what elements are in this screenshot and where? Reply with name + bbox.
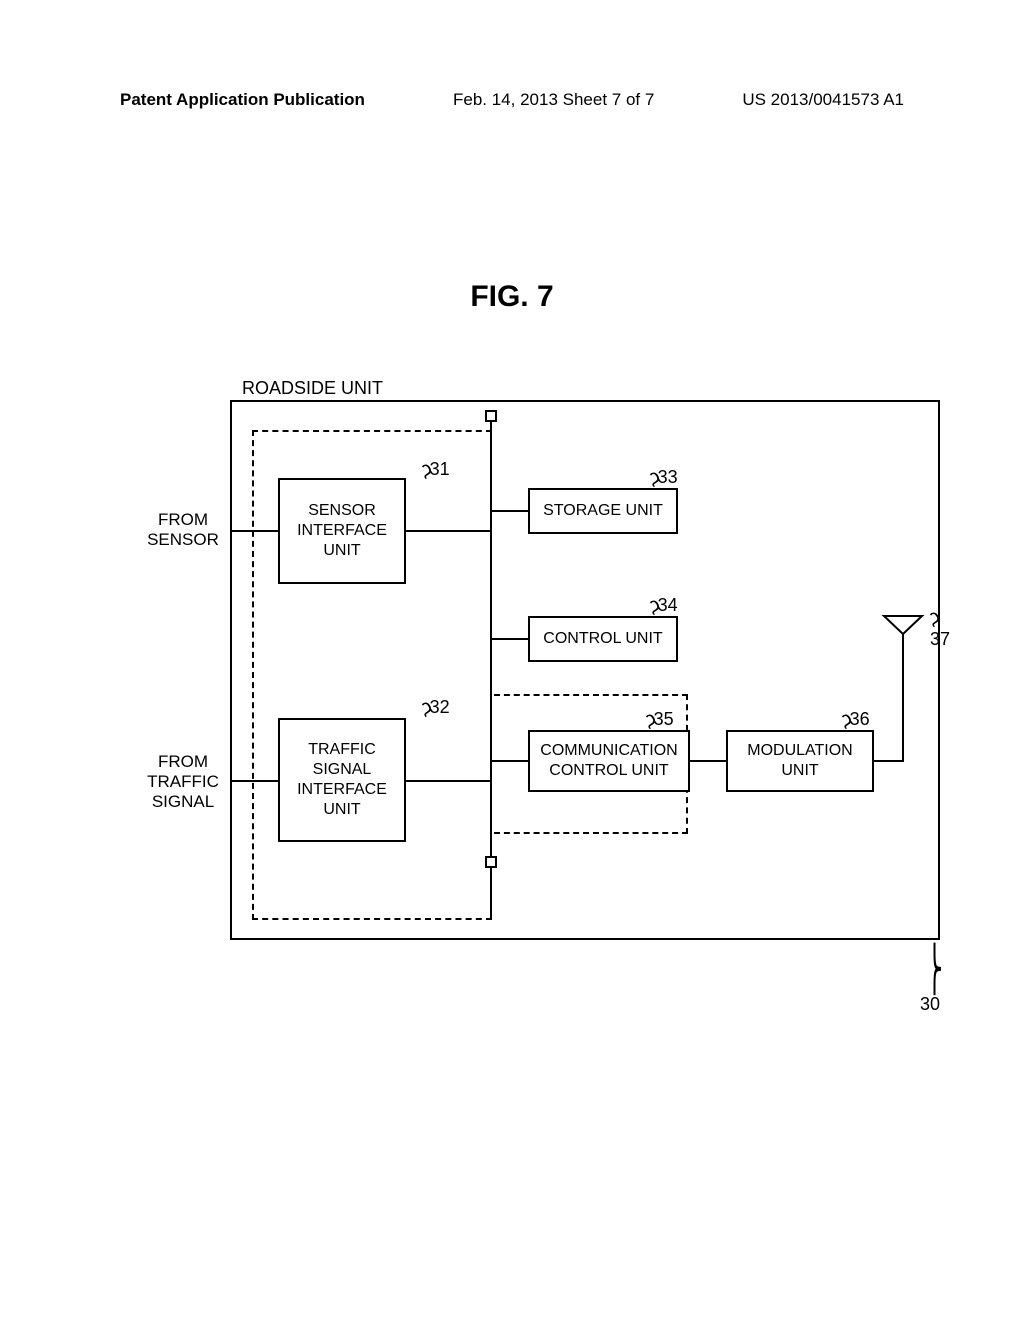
figure-title: FIG. 7 xyxy=(0,280,1024,314)
diagram-area: ROADSIDE UNIT SENSORINTERFACEUNIT TRAFFI… xyxy=(80,380,940,1000)
ref-34: ς34 xyxy=(650,594,678,617)
conn-35 xyxy=(492,760,528,762)
box-storage: STORAGE UNIT xyxy=(528,488,678,534)
ref-37: ς37 xyxy=(930,606,950,650)
header-left: Patent Application Publication xyxy=(120,90,365,110)
conn-33 xyxy=(492,510,528,512)
spine-line xyxy=(490,432,492,868)
conn-bot-terminal xyxy=(485,856,497,868)
header-mid: Feb. 14, 2013 Sheet 7 of 7 xyxy=(453,90,654,110)
header-right: US 2013/0041573 A1 xyxy=(742,90,904,110)
conn-bot-stub xyxy=(490,868,492,918)
ref-30: 30 xyxy=(920,994,940,1015)
conn-32 xyxy=(406,780,490,782)
box-sensor-interface: SENSORINTERFACEUNIT xyxy=(278,478,406,584)
conn-34 xyxy=(492,638,528,640)
box-control: CONTROL UNIT xyxy=(528,616,678,662)
box-traffic-interface: TRAFFICSIGNALINTERFACEUNIT xyxy=(278,718,406,842)
page-header: Patent Application Publication Feb. 14, … xyxy=(0,90,1024,110)
conn-36-37 xyxy=(874,760,904,762)
ref-33: ς33 xyxy=(650,466,678,489)
box-comm-control: COMMUNICATIONCONTROL UNIT xyxy=(528,730,690,792)
bracket-30: ⎬ xyxy=(926,944,943,995)
label-from-traffic: FROMTRAFFICSIGNAL xyxy=(138,752,228,812)
ref-32: ς32 xyxy=(422,696,450,719)
conn-31 xyxy=(406,530,490,532)
label-from-sensor: FROMSENSOR xyxy=(138,510,228,550)
ref-36: ς36 xyxy=(842,708,870,731)
conn-in-31 xyxy=(230,530,278,532)
ref-35: ς35 xyxy=(646,708,674,731)
box-modulation: MODULATIONUNIT xyxy=(726,730,874,792)
conn-37-v xyxy=(902,650,904,762)
conn-top-terminal xyxy=(485,410,497,422)
conn-in-32 xyxy=(230,780,278,782)
antenna-icon xyxy=(880,612,926,652)
outer-frame-title: ROADSIDE UNIT xyxy=(240,378,385,399)
conn-35-36 xyxy=(690,760,726,762)
ref-31: ς31 xyxy=(422,458,450,481)
